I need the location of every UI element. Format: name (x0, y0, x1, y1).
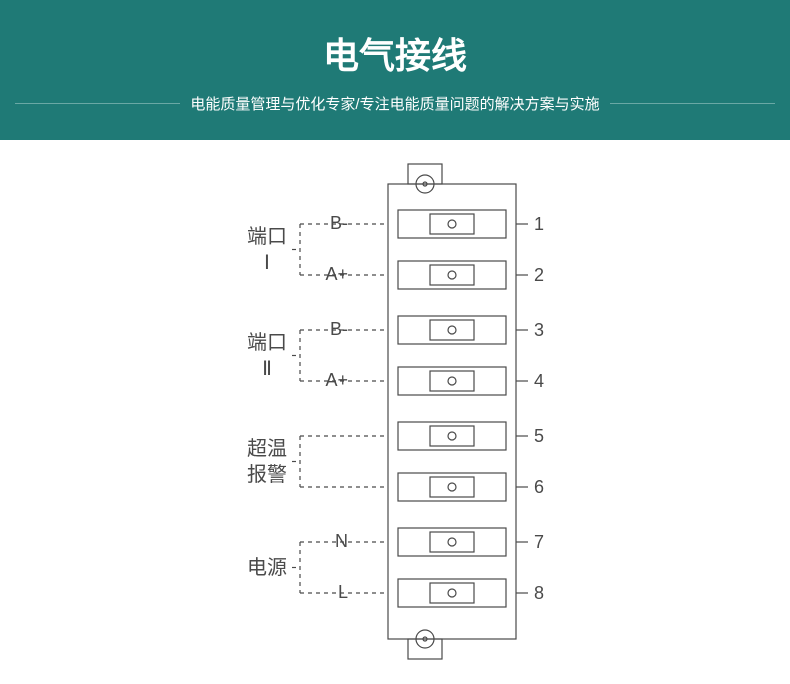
group-label-line2: 报警 (237, 462, 297, 488)
group-label: 超温报警 (237, 436, 297, 488)
pin-label: B- (314, 213, 348, 234)
terminal-inner (430, 265, 474, 285)
divider-left (15, 103, 180, 104)
terminal-number: 6 (534, 477, 544, 498)
group-label-line2: Ⅱ (237, 356, 297, 382)
pin-label: L (314, 582, 348, 603)
terminal-inner (430, 426, 474, 446)
terminal-screw (448, 220, 456, 228)
terminal-screw (448, 432, 456, 440)
group-label-line1: 电源 (237, 555, 297, 581)
terminal-number: 8 (534, 583, 544, 604)
group-label: 端口Ⅰ (237, 224, 297, 276)
terminal-inner (430, 532, 474, 552)
terminal-number: 3 (534, 320, 544, 341)
wiring-diagram: 端口ⅠB-A+端口ⅡB-A+超温报警电源NL12345678 (0, 140, 790, 679)
page-title: 电气接线 (323, 27, 467, 79)
pin-label: B- (314, 319, 348, 340)
terminal-number: 4 (534, 371, 544, 392)
terminal-screw (448, 483, 456, 491)
terminal-number: 5 (534, 426, 544, 447)
group-label: 端口Ⅱ (237, 330, 297, 382)
wiring-svg (0, 140, 790, 679)
terminal-screw (448, 326, 456, 334)
terminal-inner (430, 583, 474, 603)
pin-label: A+ (314, 370, 348, 391)
mounting-tab (408, 639, 442, 659)
header-banner: 电气接线 电能质量管理与优化专家/专注电能质量问题的解决方案与实施 (0, 0, 790, 140)
terminal-screw (448, 271, 456, 279)
terminal-screw (448, 377, 456, 385)
subtitle-row: 电能质量管理与优化专家/专注电能质量问题的解决方案与实施 (15, 93, 775, 114)
page-subtitle: 电能质量管理与优化专家/专注电能质量问题的解决方案与实施 (180, 93, 609, 114)
pin-label: A+ (314, 264, 348, 285)
mounting-tab (408, 164, 442, 184)
terminal-inner (430, 477, 474, 497)
terminal-block (388, 184, 516, 639)
group-label-line1: 端口 (237, 224, 297, 250)
group-label-line1: 端口 (237, 330, 297, 356)
group-label-line2: Ⅰ (237, 250, 297, 276)
terminal-number: 2 (534, 265, 544, 286)
pin-label: N (314, 531, 348, 552)
terminal-number: 1 (534, 214, 544, 235)
terminal-screw (448, 538, 456, 546)
group-label: 电源 (237, 555, 297, 581)
group-label-line1: 超温 (237, 436, 297, 462)
terminal-inner (430, 371, 474, 391)
divider-right (610, 103, 775, 104)
terminal-inner (430, 214, 474, 234)
terminal-inner (430, 320, 474, 340)
terminal-screw (448, 589, 456, 597)
terminal-number: 7 (534, 532, 544, 553)
